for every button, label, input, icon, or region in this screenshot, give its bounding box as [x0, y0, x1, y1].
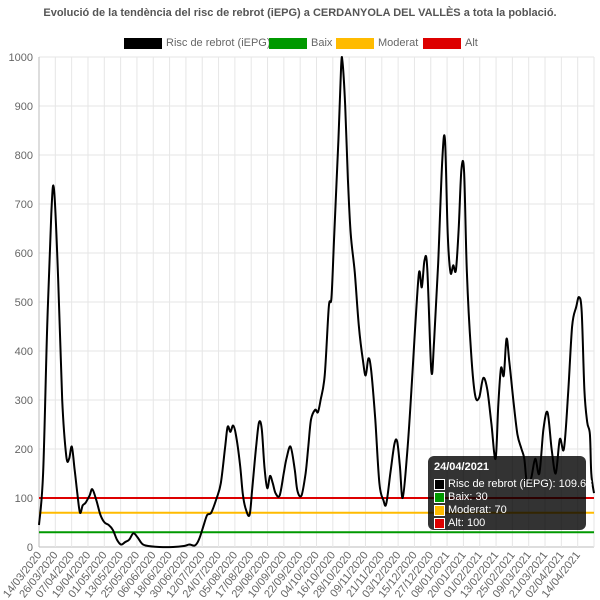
tooltip-swatch-baix: [434, 492, 445, 503]
legend-swatch-moderat: [336, 38, 374, 49]
legend: Risc de rebrot (iEPG) Baix Moderat Alt: [0, 36, 600, 52]
chart-title: Evolució de la tendència del risc de reb…: [43, 7, 557, 19]
series-line-risc: [38, 56, 595, 549]
tooltip-swatch-moderat: [434, 505, 445, 516]
tooltip-text-baix: Baix: 30: [448, 491, 488, 503]
tooltip-title: 24/04/2021: [434, 461, 490, 473]
tooltip-swatch-risc: [434, 479, 445, 490]
y-tick-label: 1000: [9, 52, 33, 64]
y-axis-ticks: 0 100 200 300 400 500 600 700 800 900 1000: [9, 52, 33, 554]
legend-swatch-baix: [269, 38, 307, 49]
y-tick-label: 0: [27, 542, 33, 554]
y-tick-label: 900: [15, 101, 33, 113]
tooltip-text-risc: Risc de rebrot (iEPG): 109.63: [448, 478, 593, 490]
y-tick-label: 400: [15, 346, 33, 358]
legend-label-alt: Alt: [465, 37, 478, 49]
legend-swatch-alt: [423, 38, 461, 49]
tooltip-text-moderat: Moderat: 70: [448, 504, 507, 516]
tooltip-text-alt: Alt: 100: [448, 517, 486, 529]
y-tick-label: 100: [15, 493, 33, 505]
tooltip: 24/04/2021 Risc de rebrot (iEPG): 109.63…: [428, 456, 592, 530]
legend-swatch-risc: [124, 38, 162, 49]
y-tick-label: 700: [15, 199, 33, 211]
y-tick-label: 200: [15, 444, 33, 456]
y-tick-label: 800: [15, 150, 33, 162]
tooltip-swatch-alt: [434, 518, 445, 529]
y-tick-label: 500: [15, 297, 33, 309]
legend-label-moderat: Moderat: [378, 37, 419, 49]
legend-label-risc: Risc de rebrot (iEPG): [166, 37, 271, 49]
y-tick-label: 600: [15, 248, 33, 260]
y-tick-label: 300: [15, 395, 33, 407]
legend-label-baix: Baix: [311, 37, 333, 49]
series-layer: [38, 56, 595, 549]
x-axis-ticks: 14/03/202026/03/202007/04/202019/04/2020…: [1, 549, 583, 600]
